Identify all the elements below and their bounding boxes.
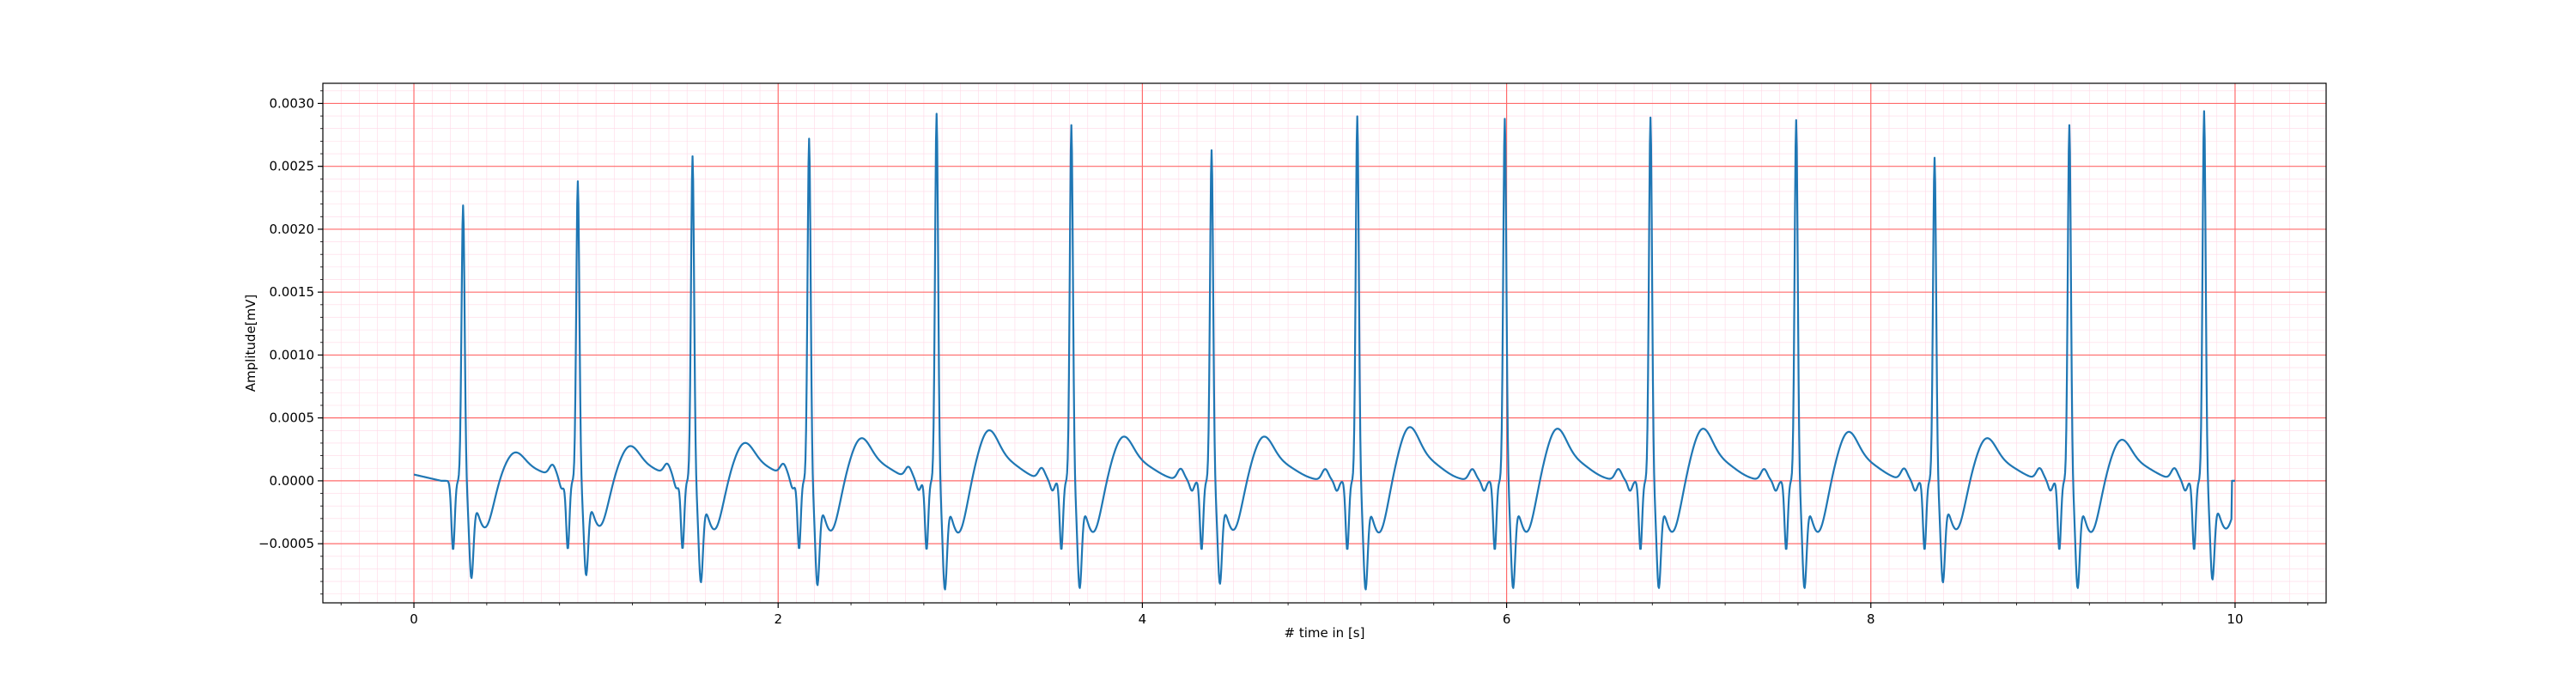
- y-tick-label: 0.0005: [270, 410, 315, 426]
- x-tick-label: 8: [1867, 611, 1875, 627]
- y-axis-label: Amplitude[mV]: [243, 295, 258, 392]
- y-axis-ticks: −0.0005 0.0000 0.0005 0.0010 0.0015 0.0020 0.0…: [258, 90, 323, 595]
- x-tick-label: 6: [1503, 611, 1511, 627]
- y-tick-label: 0.0000: [270, 473, 315, 489]
- x-tick-label: 2: [774, 611, 782, 627]
- major-grid: [323, 83, 2326, 603]
- x-tick-label: 10: [2227, 611, 2243, 627]
- y-tick-label: −0.0005: [258, 536, 314, 551]
- ecg-signal-line: [413, 110, 2236, 591]
- x-tick-label: 4: [1139, 611, 1147, 627]
- y-tick-label: 0.0025: [270, 159, 315, 174]
- y-tick-label: 0.0015: [270, 284, 315, 300]
- x-tick-label: 0: [410, 611, 418, 627]
- minor-grid: [323, 83, 2327, 603]
- x-axis-label: # time in [s]: [1285, 625, 1365, 641]
- y-tick-label: 0.0030: [270, 95, 315, 111]
- y-tick-label: 0.0020: [270, 222, 315, 237]
- plot-frame: [322, 82, 2327, 604]
- x-axis-ticks: 0 2 4 6 8 10: [340, 603, 2309, 627]
- y-tick-label: 0.0010: [270, 347, 315, 362]
